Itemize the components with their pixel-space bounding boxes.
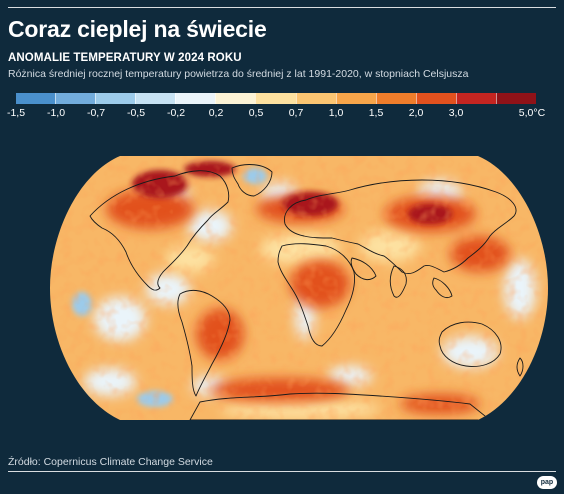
india-coast (389, 265, 407, 298)
legend-swatch-9 (375, 93, 416, 104)
top-rule (8, 7, 556, 8)
new-zealand-coast (516, 357, 524, 377)
legend-tick-7: 0,7 (288, 107, 304, 119)
greenland-coast (231, 164, 273, 197)
legend-swatch-7 (295, 93, 336, 104)
legend-tick-5: 0,2 (208, 107, 224, 119)
legend-swatch-1 (55, 93, 96, 104)
pap-logo: pap (537, 476, 557, 489)
map-subtitle: ANOMALIE TEMPERATURY W 2024 ROKU (8, 52, 242, 64)
legend-swatch-11 (455, 93, 496, 104)
legend-tick-10: 2,0 (408, 107, 424, 119)
map-description: Różnica średniej rocznej temperatury pow… (8, 68, 469, 80)
antarctica-coast (189, 392, 491, 420)
southeast-asia-coast (432, 277, 453, 299)
australia-coast (438, 321, 502, 367)
europe-asia-coast (284, 179, 517, 275)
color-scale-legend (16, 93, 536, 104)
south-america-coast (177, 289, 231, 397)
arabia-coast (350, 257, 377, 281)
legend-tick-4: -0,2 (166, 107, 186, 119)
legend-tick-11: 3,0 (448, 107, 464, 119)
legend-tick-9: 1,5 (368, 107, 384, 119)
anomaly-texture (50, 156, 548, 420)
bottom-rule (8, 471, 556, 472)
africa-coast (277, 243, 355, 347)
legend-tick-8: 1,0 (328, 107, 344, 119)
legend-tick-3: -0,5 (126, 107, 146, 119)
legend-swatch-3 (135, 93, 176, 104)
legend-swatch-8 (335, 93, 376, 104)
legend-swatch-12 (495, 93, 536, 104)
legend-swatch-4 (175, 93, 216, 104)
legend-tick-6: 0,5 (248, 107, 264, 119)
legend-swatch-0 (16, 93, 56, 104)
legend-swatch-10 (415, 93, 456, 104)
legend-tick-1: -1,0 (46, 107, 66, 119)
coastlines (89, 164, 524, 420)
legend-tick-2: -0,7 (86, 107, 106, 119)
world-map (50, 154, 548, 422)
legend-tick-12: 5,0°C (518, 107, 546, 119)
legend-swatch-5 (215, 93, 256, 104)
legend-tick-0: -1,5 (6, 107, 26, 119)
color-scale-ticks: -1,5 -1,0 -0,7 -0,5 -0,2 0,2 0,5 0,7 1,0 1,5 2,0 3,… (0, 107, 564, 121)
page-title: Coraz cieplej na świecie (8, 16, 267, 42)
north-america-coast (89, 170, 230, 291)
world-map-svg (50, 156, 548, 420)
legend-swatch-6 (255, 93, 296, 104)
source-note: Źródło: Copernicus Climate Change Servic… (8, 456, 213, 468)
legend-swatch-2 (95, 93, 136, 104)
